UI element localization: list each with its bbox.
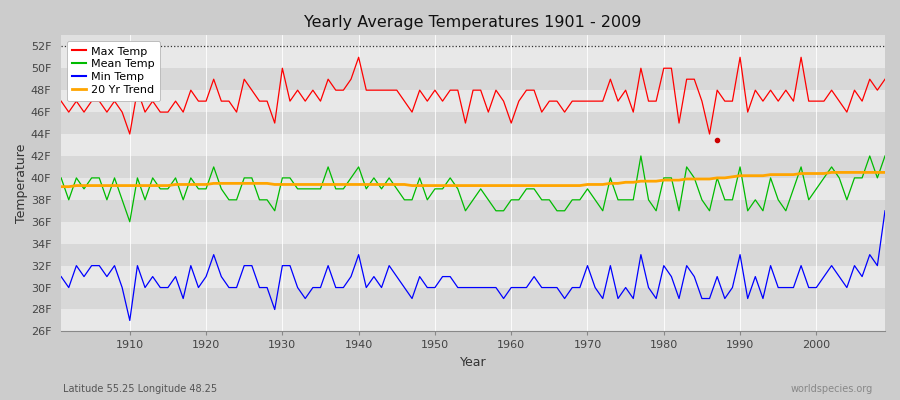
Y-axis label: Temperature: Temperature [15, 144, 28, 223]
Title: Yearly Average Temperatures 1901 - 2009: Yearly Average Temperatures 1901 - 2009 [304, 15, 642, 30]
Bar [61, 244, 885, 266]
Bar [61, 310, 885, 332]
Legend: Max Temp, Mean Temp, Min Temp, 20 Yr Trend: Max Temp, Mean Temp, Min Temp, 20 Yr Tre… [67, 41, 160, 101]
Bar [61, 46, 885, 68]
Bar [61, 222, 885, 244]
Text: Latitude 55.25 Longitude 48.25: Latitude 55.25 Longitude 48.25 [63, 384, 217, 394]
Text: worldspecies.org: worldspecies.org [791, 384, 873, 394]
Bar [61, 178, 885, 200]
Bar [61, 288, 885, 310]
Bar [61, 68, 885, 90]
Bar [61, 156, 885, 178]
X-axis label: Year: Year [460, 356, 486, 369]
Bar [61, 200, 885, 222]
Bar [61, 90, 885, 112]
Bar [61, 112, 885, 134]
Bar [61, 266, 885, 288]
Bar [61, 134, 885, 156]
